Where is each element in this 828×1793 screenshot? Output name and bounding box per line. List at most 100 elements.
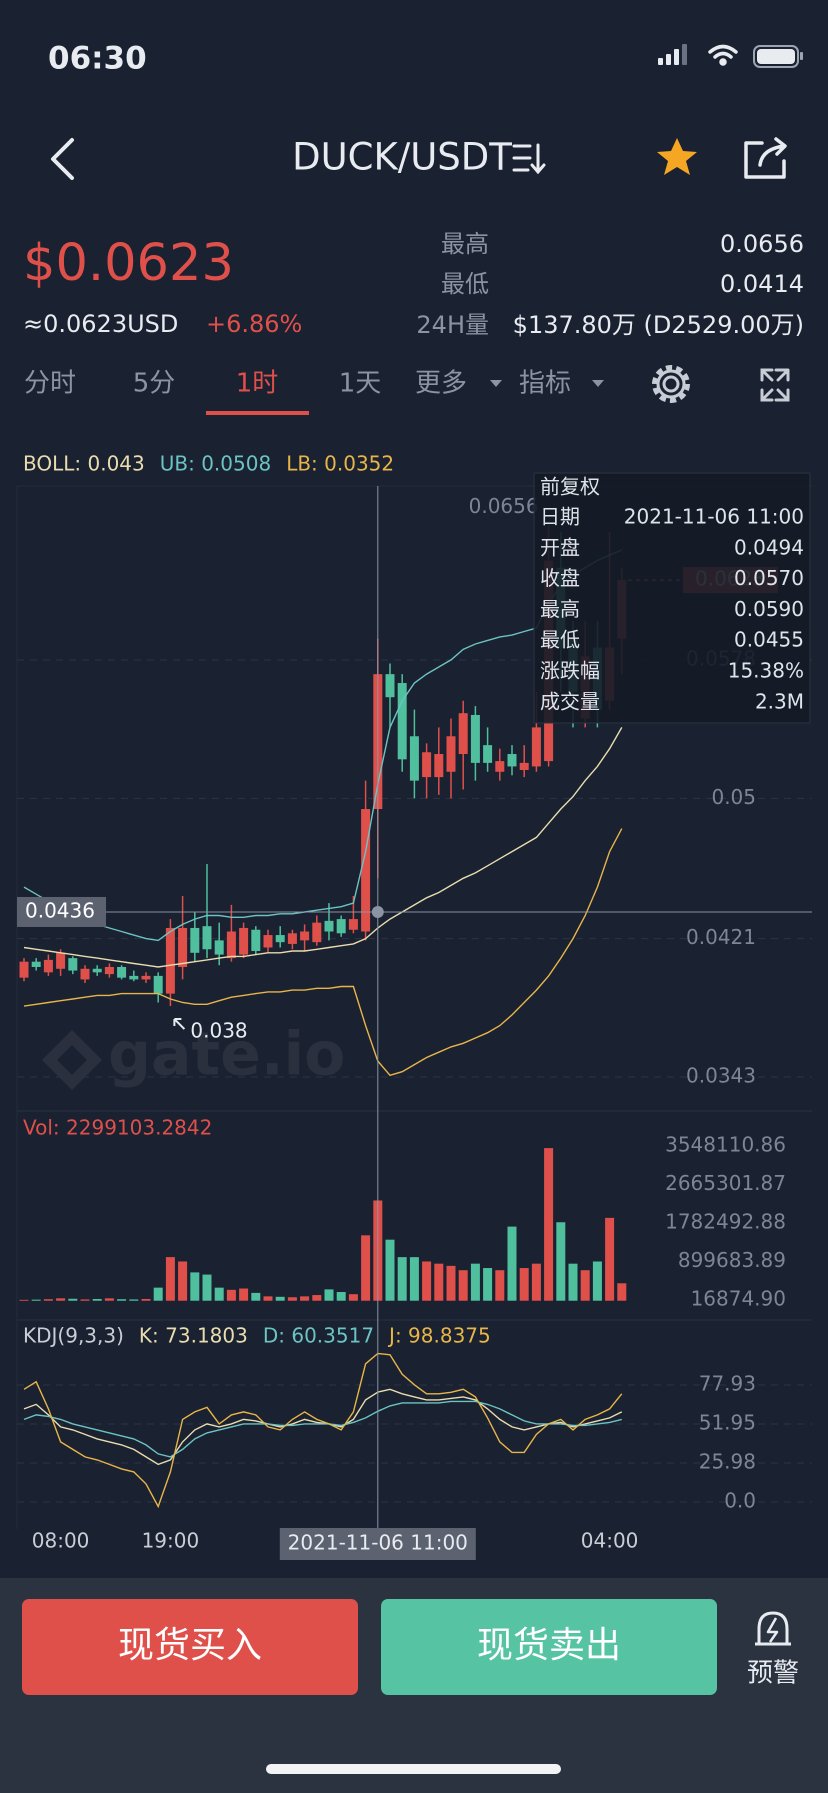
- legend-entry: K: 73.1803: [139, 1324, 248, 1348]
- buy-button[interactable]: [22, 1599, 358, 1695]
- tooltip-label: 最低: [540, 628, 580, 652]
- battery-icon: [753, 45, 803, 68]
- volume-bar: [409, 1257, 419, 1301]
- volume-bar: [483, 1268, 493, 1301]
- candle-body: [165, 927, 175, 994]
- candle-body: [117, 967, 127, 978]
- tooltip-value: 2.3M: [755, 689, 804, 713]
- y-tick-label: 2665301.87: [665, 1171, 786, 1195]
- share-button[interactable]: [744, 137, 787, 179]
- y-tick-label: 51.95: [699, 1410, 756, 1434]
- legend-entry: J: 98.8375: [387, 1324, 491, 1348]
- interval-tab[interactable]: 1时: [236, 369, 279, 399]
- y-tick-label: 0.0: [724, 1488, 756, 1512]
- sell-label[interactable]: 现货卖出: [477, 1625, 621, 1666]
- tooltip-label: 成交量: [540, 689, 600, 713]
- volume-bar: [275, 1296, 285, 1301]
- volume-bar: [31, 1299, 41, 1301]
- candle-body: [434, 754, 444, 778]
- buy-label[interactable]: 现货买入: [118, 1625, 262, 1666]
- candle-body: [495, 761, 505, 772]
- sell-button[interactable]: [381, 1599, 717, 1695]
- y-tick-label: 0.05: [711, 785, 756, 809]
- x-tick-label: 04:00: [581, 1529, 639, 1553]
- favorite-star[interactable]: [657, 138, 697, 175]
- crosshair-price: 0.0436: [25, 898, 95, 922]
- last-price: $0.0623: [23, 234, 234, 293]
- y-tick-label: 16874.90: [691, 1286, 786, 1310]
- volume-bar: [348, 1294, 358, 1301]
- indicator-tab[interactable]: 指标: [519, 369, 571, 399]
- stat-value: 0.0414: [720, 270, 804, 298]
- more-tab[interactable]: 更多: [415, 369, 467, 399]
- candle-body: [300, 931, 310, 941]
- volume-bar: [458, 1270, 468, 1301]
- alert-icon[interactable]: [755, 1611, 791, 1646]
- y-tick-label: 3548110.86: [665, 1133, 786, 1157]
- y-tick-label: 899683.89: [678, 1248, 786, 1272]
- x-tick-label: 08:00: [32, 1529, 90, 1553]
- legend-entry: LB: 0.0352: [286, 452, 394, 476]
- candle-body: [214, 940, 224, 955]
- stat-label: 24H量: [416, 311, 489, 339]
- candle-body: [80, 968, 90, 980]
- volume-bar: [324, 1289, 334, 1301]
- candle-body: [141, 975, 151, 980]
- volume-bar: [287, 1297, 297, 1301]
- candle-body: [92, 968, 102, 973]
- volume-bar: [263, 1296, 273, 1301]
- price-change: +6.86%: [206, 310, 302, 338]
- interval-tab[interactable]: 1天: [339, 369, 382, 399]
- pair-title[interactable]: DUCK/USDT: [292, 136, 512, 179]
- candle-body: [129, 975, 139, 980]
- candle-body: [385, 674, 395, 698]
- candle-body: [56, 952, 66, 969]
- legend-entry: D: 60.3517: [263, 1324, 374, 1348]
- back-button[interactable]: [51, 138, 74, 180]
- candle-body: [458, 713, 468, 755]
- pair-switch-icon[interactable]: [512, 143, 546, 175]
- tooltip-value: 0.0590: [734, 597, 804, 621]
- boll-line: [23, 727, 623, 968]
- candle-body: [422, 752, 432, 778]
- volume-bar: [68, 1298, 78, 1301]
- crosshair-date-box: [279, 1528, 476, 1560]
- candle-body: [226, 931, 236, 959]
- candle-body: [190, 927, 200, 953]
- crosshair-price-box: [17, 896, 106, 927]
- candle-body: [43, 959, 53, 973]
- boll-line: [23, 828, 623, 1077]
- candle-body: [409, 736, 419, 781]
- candle-body: [312, 922, 322, 943]
- volume-bar: [422, 1261, 432, 1301]
- volume-bar: [19, 1299, 29, 1301]
- volume-bar: [117, 1299, 127, 1301]
- tooltip-value: 0.0570: [734, 566, 804, 590]
- volume-bar: [592, 1261, 602, 1301]
- volume-bar: [568, 1263, 578, 1301]
- candle-body: [251, 929, 261, 952]
- legend-entry: BOLL: 0.043: [23, 452, 145, 476]
- volume-bar: [214, 1287, 224, 1301]
- stat-label: 最高: [441, 230, 489, 258]
- candle-body: [470, 714, 480, 763]
- volume-bar: [190, 1272, 200, 1301]
- fullscreen-button[interactable]: [760, 368, 790, 402]
- low-marker-arrow: [173, 1018, 186, 1030]
- crosshair-date: 2021-11-06 11:00: [288, 1531, 468, 1555]
- candle-body: [287, 933, 297, 944]
- alert-label[interactable]: 预警: [747, 1659, 799, 1689]
- volume-bar: [446, 1265, 456, 1301]
- tooltip-value: 0.0455: [734, 628, 804, 652]
- interval-tab[interactable]: 5分: [133, 369, 176, 399]
- candle-body: [519, 762, 529, 770]
- settings-button[interactable]: [652, 365, 690, 403]
- volume-bar: [617, 1283, 627, 1301]
- interval-tab[interactable]: 分时: [24, 369, 76, 399]
- volume-bar: [605, 1217, 615, 1301]
- crosshair-dot: [371, 905, 384, 918]
- volume-bar: [580, 1270, 590, 1301]
- stat-label: 最低: [441, 270, 489, 298]
